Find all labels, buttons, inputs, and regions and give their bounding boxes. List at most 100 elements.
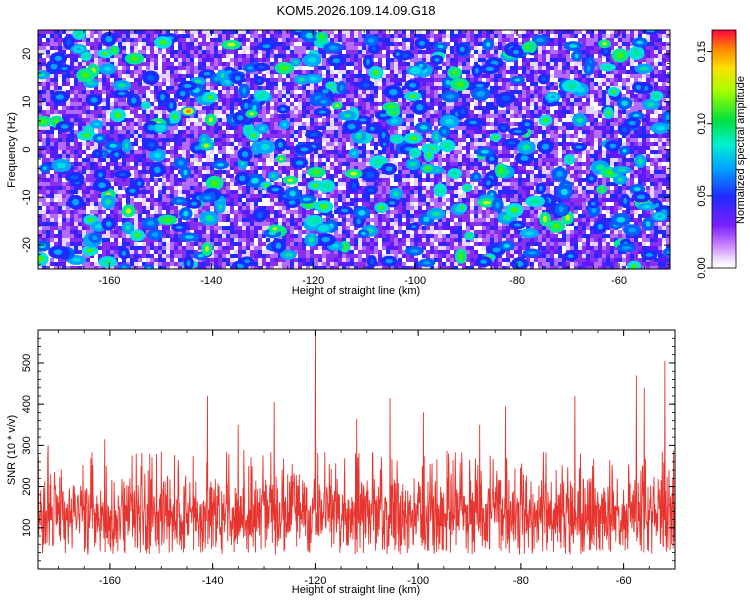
heatmap-cell [78, 110, 82, 114]
heatmap-cell [102, 90, 106, 94]
heatmap-cell [478, 42, 482, 46]
heatmap-cell [178, 70, 182, 74]
heatmap-cell [182, 150, 186, 154]
heatmap-cell [594, 122, 598, 126]
heatmap-cell [46, 154, 50, 158]
heatmap-cell [118, 34, 122, 38]
heatmap-cell [354, 46, 358, 50]
heatmap-cell [214, 106, 218, 110]
heatmap-cell [194, 126, 198, 130]
heatmap-cell [302, 138, 306, 142]
heatmap-cell [94, 106, 98, 110]
heatmap-cell [202, 126, 206, 130]
heatmap-cell [162, 86, 166, 90]
heatmap-cell [162, 110, 166, 114]
heatmap-cell [430, 78, 434, 82]
heatmap-cell [242, 46, 246, 50]
heatmap-cell [342, 134, 346, 138]
heatmap-cell [462, 70, 466, 74]
heatmap-cell [114, 66, 118, 70]
heatmap-cell [566, 66, 570, 70]
heatmap-cell [158, 54, 162, 58]
heatmap-cell [610, 122, 614, 126]
heatmap-cell [198, 66, 202, 70]
heatmap-cell [234, 106, 238, 110]
heatmap-cell [118, 102, 122, 106]
heatmap-cell [398, 38, 402, 42]
heatmap-cell [86, 106, 90, 110]
heatmap-cell [390, 82, 394, 86]
heatmap-cell [50, 30, 54, 34]
heatmap-cell [290, 134, 294, 138]
heatmap-cell [538, 122, 542, 126]
heatmap-cell [130, 42, 134, 46]
heatmap-cell [346, 66, 350, 70]
heatmap-cell [278, 54, 282, 58]
heatmap-cell [102, 74, 106, 78]
heatmap-cell [658, 66, 662, 70]
heatmap-cell [558, 142, 562, 146]
heatmap-cell [458, 150, 462, 154]
heatmap-cell [622, 62, 626, 66]
heatmap-cell [62, 74, 66, 78]
heatmap-cell [286, 94, 290, 98]
heatmap-cell [334, 70, 338, 74]
heatmap-cell [138, 62, 142, 66]
heatmap-cell [38, 126, 42, 130]
heatmap-cell [190, 126, 194, 130]
heatmap-cell [122, 122, 126, 126]
heatmap-cell [538, 66, 542, 70]
heatmap-cell [462, 98, 466, 102]
heatmap-cell [138, 38, 142, 42]
heatmap-cell [482, 102, 486, 106]
heatmap-cell [166, 114, 170, 118]
heatmap-cell [602, 82, 606, 86]
heatmap-cell [350, 138, 354, 142]
heatmap-cell [390, 58, 394, 62]
heatmap-cell [566, 34, 570, 38]
heatmap-cell [282, 102, 286, 106]
heatmap-cell [86, 86, 90, 90]
heatmap-cell [222, 138, 226, 142]
heatmap-cell [426, 134, 430, 138]
heatmap-cell [462, 130, 466, 134]
heatmap-cell [454, 134, 458, 138]
heatmap-cell [178, 102, 182, 106]
heatmap-cell [210, 46, 214, 50]
heatmap-cell [538, 70, 542, 74]
heatmap-cell [470, 30, 474, 34]
heatmap-cell [294, 86, 298, 90]
heatmap-cell [394, 46, 398, 50]
heatmap-cell [78, 86, 82, 90]
heatmap-cell [134, 146, 138, 150]
heatmap-cell [46, 90, 50, 94]
heatmap-cell [498, 50, 502, 54]
heatmap-cell [622, 78, 626, 82]
heatmap-cell [538, 58, 542, 62]
heatmap-cell [242, 138, 246, 142]
heatmap-cell [406, 102, 410, 106]
heatmap-cell [234, 86, 238, 90]
heatmap-cell [494, 122, 498, 126]
heatmap-cell [74, 90, 78, 94]
heatmap-cell [150, 90, 154, 94]
heatmap-cell [610, 134, 614, 138]
heatmap-cell [158, 86, 162, 90]
heatmap-cell [434, 142, 438, 146]
heatmap-cell [470, 150, 474, 154]
heatmap-cell [622, 46, 626, 50]
heatmap-cell [534, 150, 538, 154]
heatmap-cell [614, 78, 618, 82]
heatmap-cell [386, 150, 390, 154]
heatmap-cell [466, 86, 470, 90]
heatmap-cell [370, 110, 374, 114]
heatmap-cell [294, 94, 298, 98]
heatmap-cell [402, 154, 406, 158]
heatmap-cell [78, 82, 82, 86]
heatmap-cell [142, 58, 146, 62]
heatmap-cell [134, 42, 138, 46]
heatmap-cell [298, 134, 302, 138]
heatmap-cell [46, 38, 50, 42]
heatmap-cell [506, 38, 510, 42]
heatmap-cell [618, 30, 622, 34]
